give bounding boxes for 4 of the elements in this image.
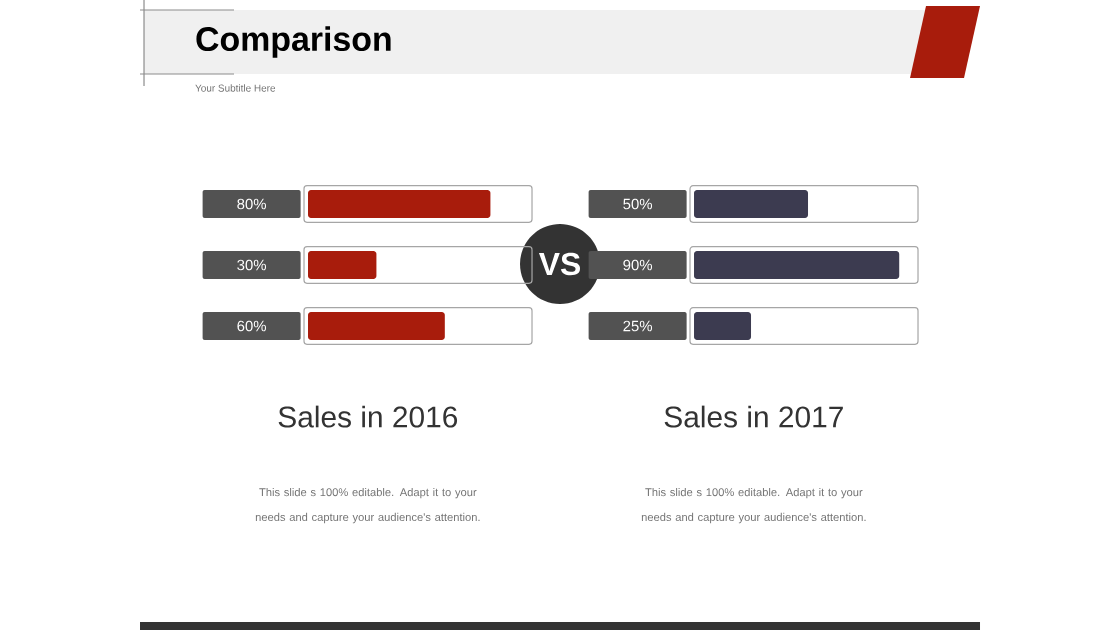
text: VS [538,252,581,276]
text: Sales in 2016 [278,405,458,428]
text: Comparison [196,26,391,58]
text: Sales in 2017 [664,405,843,428]
